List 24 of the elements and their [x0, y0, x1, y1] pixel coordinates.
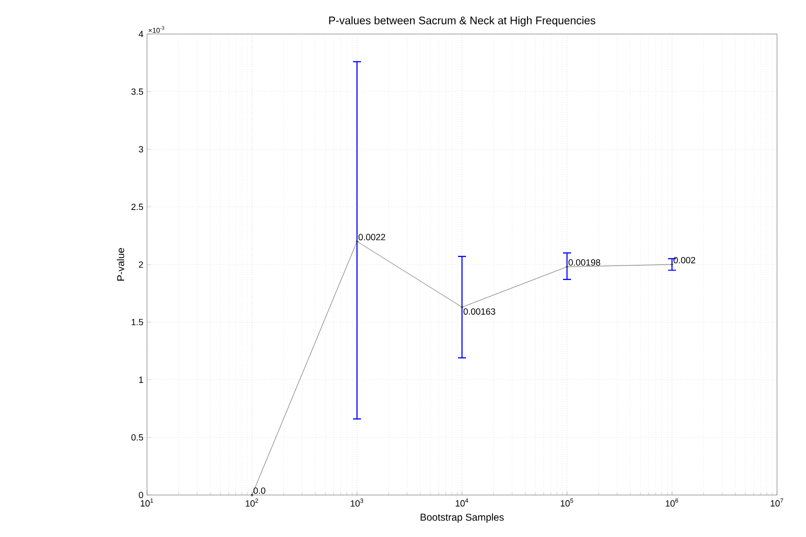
- y-tick-label: 3.5: [131, 88, 144, 95]
- y-tick-label: 2.5: [131, 204, 144, 210]
- annotation: 0.0022: [358, 234, 386, 240]
- x-tick-label: 10$^{7}$: [770, 498, 784, 507]
- x-tick-label: 10$^{2}$: [246, 498, 258, 507]
- y-tick-label: 4: [138, 30, 144, 38]
- annotation: 0.0: [254, 487, 266, 494]
- x-tick-label: 10$^{5}$: [560, 498, 574, 507]
- x-axis-title: Bootstrap Samples: [420, 513, 504, 523]
- annotation: 0.00198: [568, 259, 600, 266]
- y-tick-label: 1: [139, 376, 144, 383]
- y-tick-label: 0.5: [131, 434, 144, 441]
- y-tick-label: 0: [138, 492, 144, 498]
- y-tick-label: 1.5: [132, 318, 144, 326]
- x-tick-label: 10$^{6}$: [666, 498, 678, 507]
- x-tick-label: 10$^{1}$: [140, 498, 154, 507]
- y-axis-title: P-value: [116, 248, 124, 281]
- chart-title: P-values between Sacrum & Neck at High Frequencies: [329, 16, 596, 26]
- y-tick-label: 3: [138, 146, 144, 152]
- annotation: 0.00163: [464, 308, 496, 315]
- x-tick-label: 10$^{3}$: [350, 498, 364, 507]
- y-tick-label: 2: [138, 261, 144, 268]
- x-tick-label: 10$^{4}$: [456, 498, 468, 507]
- annotation: 0.002: [674, 256, 696, 264]
